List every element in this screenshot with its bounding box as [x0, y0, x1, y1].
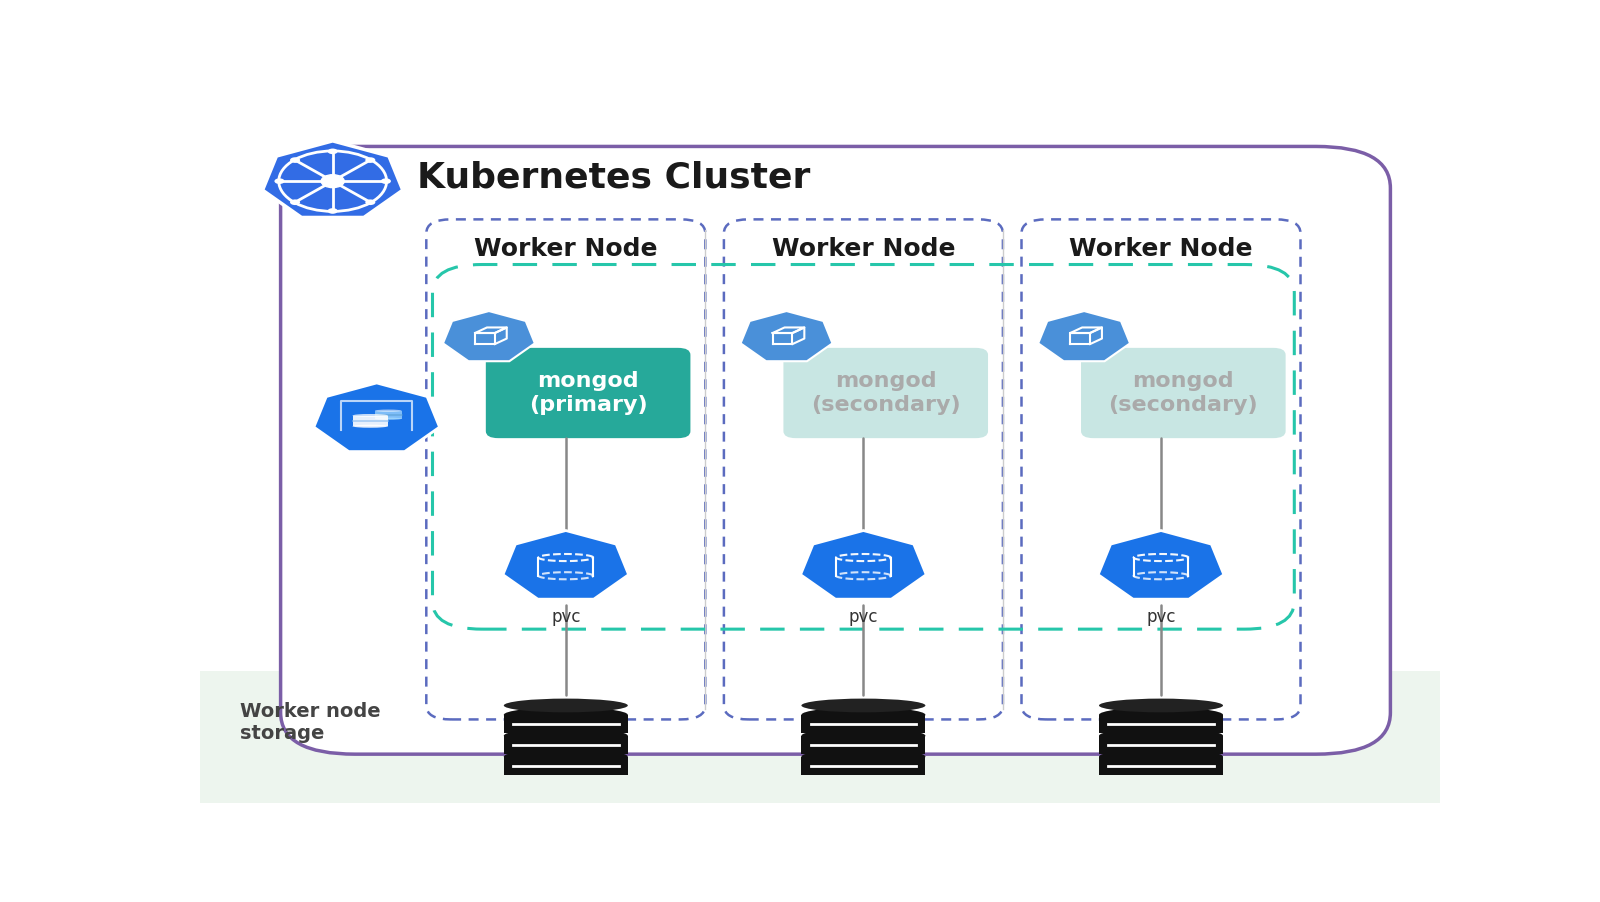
Ellipse shape: [374, 418, 402, 419]
Text: pvc: pvc: [550, 608, 581, 626]
Ellipse shape: [504, 698, 627, 713]
Bar: [352, 416, 387, 427]
Bar: [802, 736, 925, 754]
Bar: [504, 757, 627, 775]
Bar: [504, 736, 627, 754]
Text: Worker node
storage: Worker node storage: [240, 703, 381, 743]
Circle shape: [275, 179, 285, 184]
Polygon shape: [502, 530, 629, 599]
FancyBboxPatch shape: [486, 348, 691, 438]
Polygon shape: [741, 311, 832, 361]
Ellipse shape: [374, 410, 402, 412]
Bar: [802, 715, 925, 733]
Bar: [802, 757, 925, 775]
Text: mongod
(primary): mongod (primary): [530, 371, 648, 416]
Ellipse shape: [1099, 707, 1222, 723]
Text: mongod
(secondary): mongod (secondary): [811, 371, 960, 416]
Bar: [200, 671, 1440, 803]
Circle shape: [290, 199, 301, 205]
Circle shape: [290, 157, 301, 163]
Ellipse shape: [802, 698, 925, 713]
Ellipse shape: [1099, 749, 1222, 764]
Bar: [504, 715, 627, 733]
Ellipse shape: [1099, 698, 1222, 713]
Bar: [374, 410, 402, 419]
Circle shape: [365, 157, 376, 163]
Circle shape: [381, 179, 390, 184]
Ellipse shape: [352, 425, 387, 428]
FancyBboxPatch shape: [784, 348, 989, 438]
Ellipse shape: [1099, 728, 1222, 743]
Bar: [1099, 757, 1222, 775]
Ellipse shape: [504, 749, 627, 764]
Ellipse shape: [802, 707, 925, 723]
Bar: [1099, 715, 1222, 733]
Circle shape: [328, 149, 338, 154]
Text: Kubernetes Cluster: Kubernetes Cluster: [418, 161, 810, 195]
Text: pvc: pvc: [848, 608, 878, 626]
Circle shape: [322, 175, 344, 188]
Bar: [1099, 736, 1222, 754]
FancyBboxPatch shape: [426, 219, 706, 720]
Ellipse shape: [352, 414, 387, 417]
Polygon shape: [443, 311, 534, 361]
Polygon shape: [1038, 311, 1130, 361]
Ellipse shape: [504, 728, 627, 743]
Bar: [200, 108, 1440, 671]
Text: Worker Node: Worker Node: [1069, 236, 1253, 261]
FancyBboxPatch shape: [280, 146, 1390, 754]
Text: Worker Node: Worker Node: [474, 236, 658, 261]
Text: pvc: pvc: [1146, 608, 1176, 626]
Polygon shape: [800, 530, 926, 599]
Ellipse shape: [802, 749, 925, 764]
Text: mongod
(secondary): mongod (secondary): [1109, 371, 1258, 416]
FancyBboxPatch shape: [1021, 219, 1301, 720]
Ellipse shape: [802, 728, 925, 743]
Polygon shape: [314, 383, 440, 452]
Polygon shape: [262, 141, 403, 217]
Circle shape: [328, 208, 338, 214]
FancyBboxPatch shape: [1082, 348, 1286, 438]
Polygon shape: [1098, 530, 1224, 599]
Circle shape: [365, 199, 376, 205]
Ellipse shape: [504, 707, 627, 723]
FancyBboxPatch shape: [723, 219, 1003, 720]
Text: Worker Node: Worker Node: [771, 236, 955, 261]
